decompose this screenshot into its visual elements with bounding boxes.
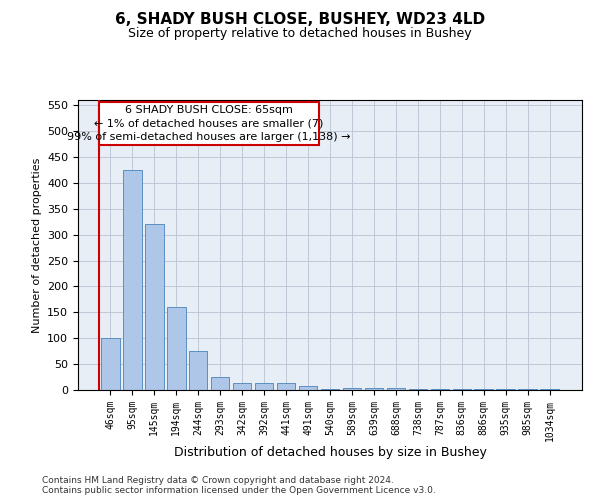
Bar xyxy=(255,384,274,390)
Bar xyxy=(233,384,251,390)
Text: ← 1% of detached houses are smaller (7): ← 1% of detached houses are smaller (7) xyxy=(94,118,324,128)
Bar xyxy=(299,386,317,390)
Bar xyxy=(101,338,119,390)
Bar xyxy=(365,388,383,390)
Bar xyxy=(167,307,185,390)
Bar xyxy=(343,388,361,390)
Text: 6 SHADY BUSH CLOSE: 65sqm: 6 SHADY BUSH CLOSE: 65sqm xyxy=(125,104,293,115)
Text: Contains HM Land Registry data © Crown copyright and database right 2024.
Contai: Contains HM Land Registry data © Crown c… xyxy=(42,476,436,495)
Bar xyxy=(189,351,208,390)
Text: 99% of semi-detached houses are larger (1,138) →: 99% of semi-detached houses are larger (… xyxy=(67,132,351,142)
Bar xyxy=(211,377,229,390)
Bar xyxy=(123,170,142,390)
Y-axis label: Number of detached properties: Number of detached properties xyxy=(32,158,41,332)
Text: Size of property relative to detached houses in Bushey: Size of property relative to detached ho… xyxy=(128,28,472,40)
Text: 6, SHADY BUSH CLOSE, BUSHEY, WD23 4LD: 6, SHADY BUSH CLOSE, BUSHEY, WD23 4LD xyxy=(115,12,485,28)
Bar xyxy=(145,224,164,390)
Bar xyxy=(386,388,405,390)
Bar xyxy=(277,384,295,390)
X-axis label: Distribution of detached houses by size in Bushey: Distribution of detached houses by size … xyxy=(173,446,487,460)
